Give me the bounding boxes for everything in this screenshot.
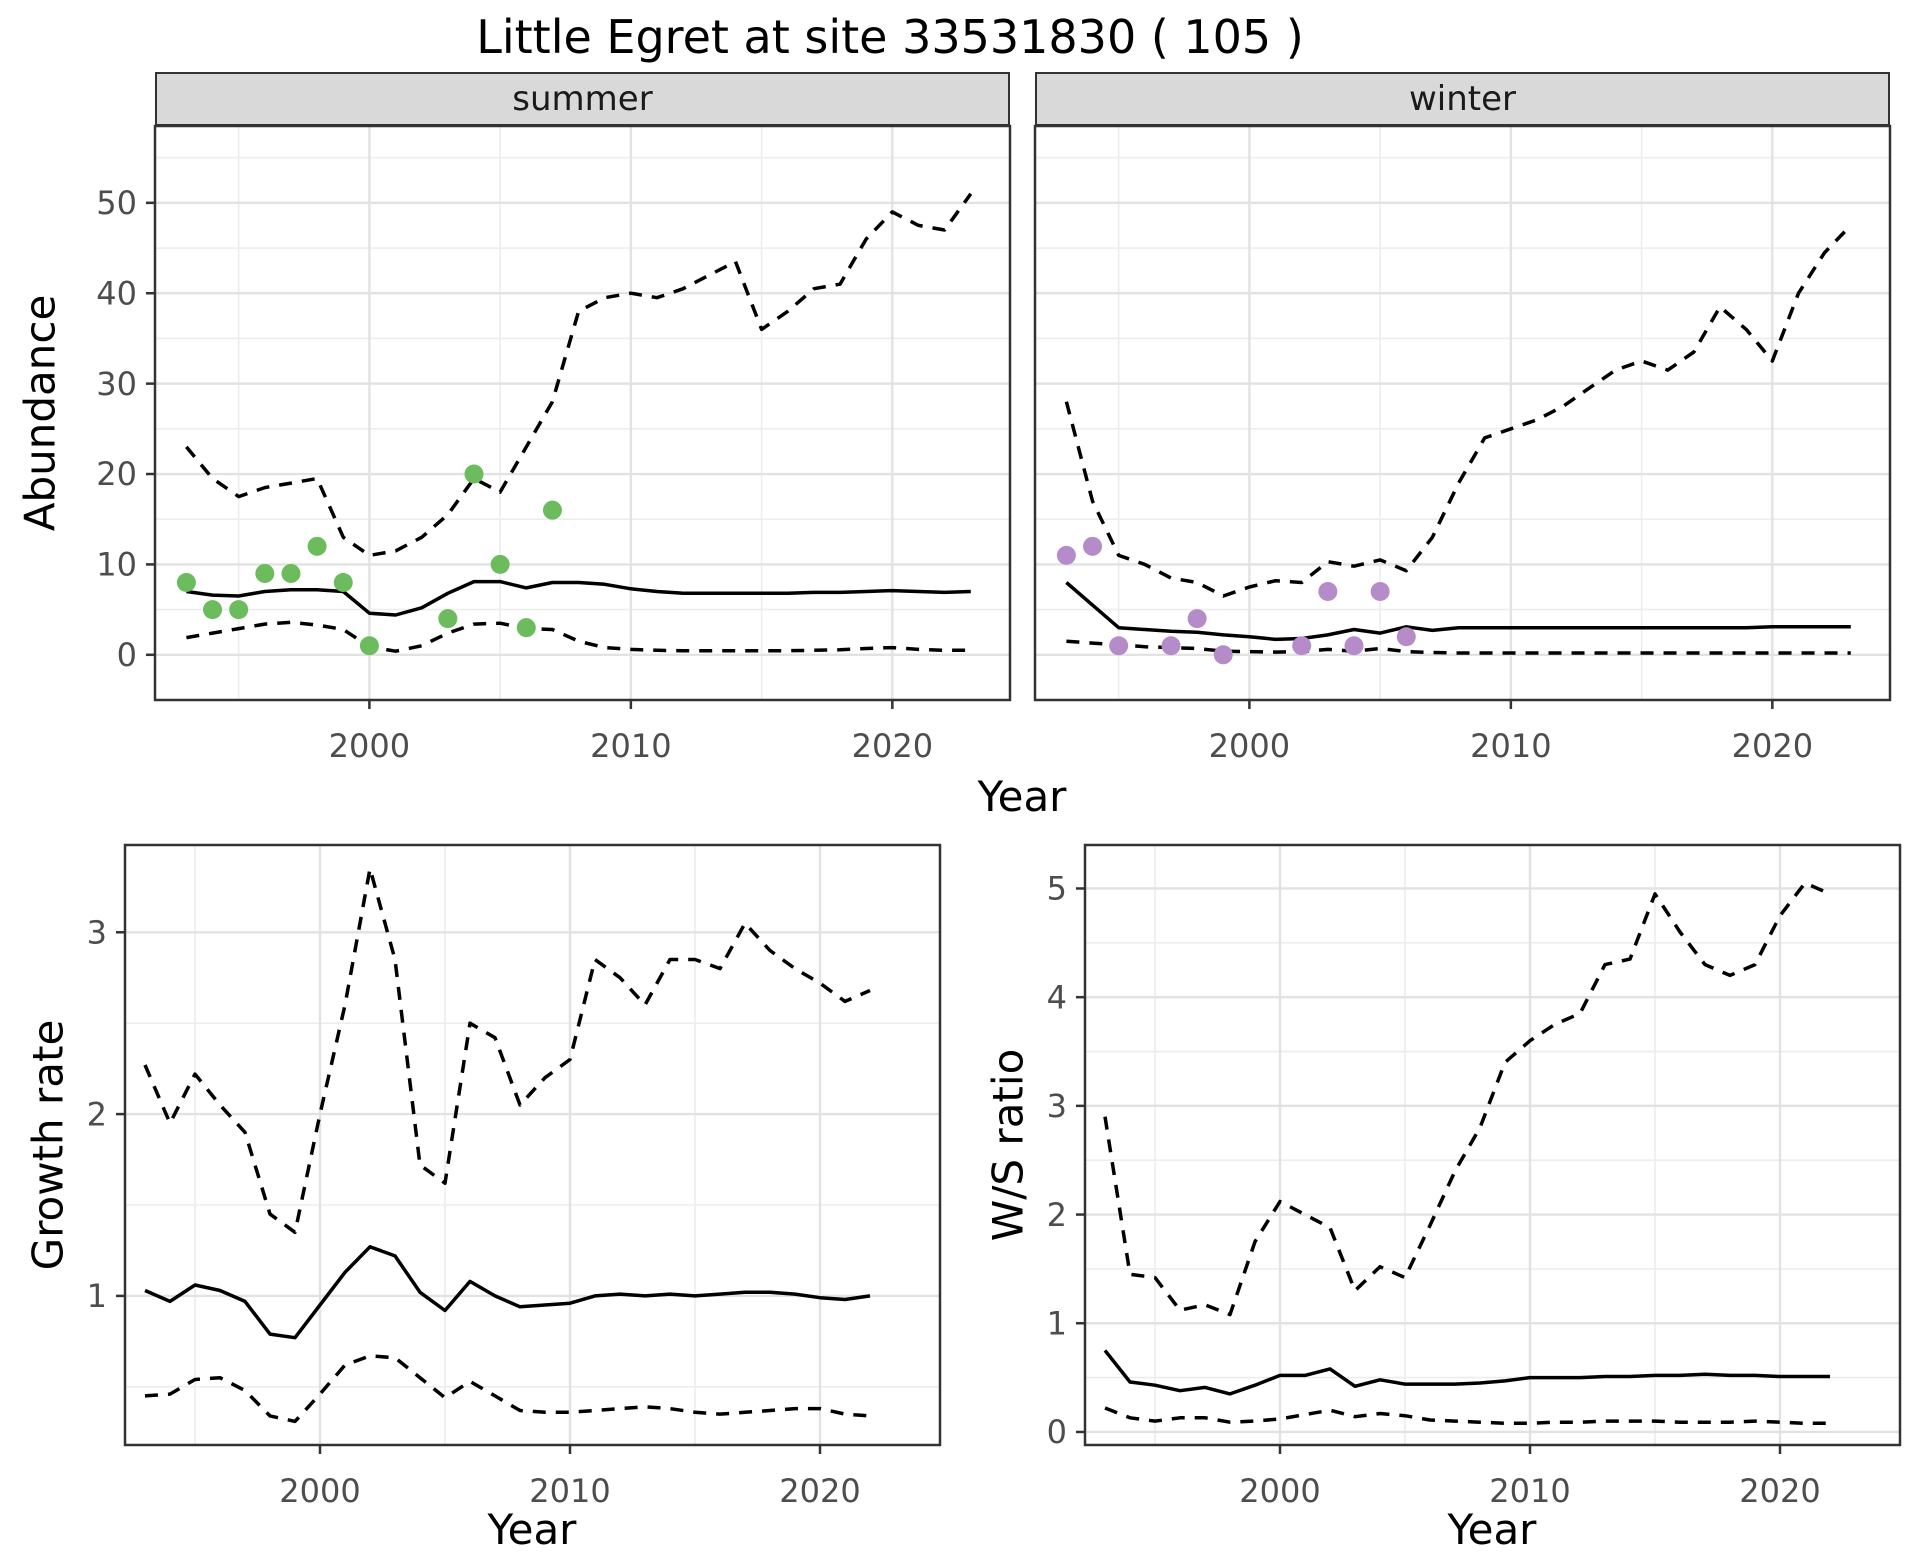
observed-point bbox=[1056, 545, 1076, 565]
x-axis-label-year-top: Year bbox=[977, 772, 1067, 821]
panel-abundance-winter: 2000 2010 2020 bbox=[1033, 124, 1892, 765]
x-axis-label-year-ws: Year bbox=[1447, 1505, 1537, 1554]
facet-strip-winter-label: winter bbox=[1408, 79, 1517, 119]
fit-line bbox=[186, 579, 971, 617]
y-tick-label: 40 bbox=[96, 274, 137, 312]
y-axis-label-ws-ratio: W/S ratio bbox=[983, 1048, 1033, 1242]
facet-strip-winter: winter bbox=[1035, 72, 1890, 126]
lower_ci-line bbox=[144, 1354, 871, 1424]
panel-border bbox=[123, 843, 942, 1447]
panel-border bbox=[1033, 124, 1892, 702]
observed-point bbox=[307, 536, 327, 556]
observed-point bbox=[176, 572, 196, 592]
panel-ws-ratio: 0 1 2 3 4 5 2000 2010 2020 bbox=[1047, 843, 1902, 1510]
x-tick-label: 2000 bbox=[279, 1472, 360, 1510]
observed-point bbox=[1161, 636, 1181, 656]
y-tick-label: 0 bbox=[1047, 1413, 1067, 1451]
observed-point bbox=[464, 464, 484, 484]
x-tick-label: 2010 bbox=[1470, 727, 1551, 765]
fit-line bbox=[1103, 1349, 1830, 1396]
y-tick-label: 2 bbox=[87, 1095, 107, 1133]
panel-growth-rate: 1 2 3 2000 2010 2020 bbox=[87, 843, 942, 1510]
facet-strip-summer: summer bbox=[155, 72, 1010, 126]
observed-point bbox=[1292, 636, 1312, 656]
y-tick-label: 0 bbox=[117, 636, 137, 674]
upper_ci-line bbox=[185, 192, 973, 558]
x-tick-label: 2020 bbox=[852, 727, 933, 765]
panel-background bbox=[1085, 845, 1900, 1445]
x-tick-label: 2020 bbox=[1732, 727, 1813, 765]
observed-point bbox=[255, 563, 275, 583]
lower_ci-line bbox=[1066, 639, 1851, 655]
x-tick-label: 2000 bbox=[329, 727, 410, 765]
panel-abundance-summer: 0 10 20 30 40 50 2000 2010 2020 bbox=[96, 124, 1012, 765]
observed-point bbox=[542, 500, 562, 520]
y-axis-label-abundance: Abundance bbox=[15, 294, 65, 532]
plot-title: Little Egret at site 33531830 ( 105 ) bbox=[476, 10, 1304, 64]
y-tick-label: 5 bbox=[1047, 870, 1067, 908]
lower_ci-line bbox=[1104, 1406, 1830, 1426]
observed-point bbox=[203, 600, 223, 620]
observed-point bbox=[229, 600, 249, 620]
lower_ci-line bbox=[186, 620, 971, 653]
observed-point bbox=[1083, 536, 1103, 556]
y-tick-label: 3 bbox=[1047, 1087, 1067, 1125]
panel-background bbox=[1035, 126, 1890, 700]
observed-point bbox=[1213, 645, 1233, 665]
facet-strip-summer-label: summer bbox=[512, 79, 653, 119]
observed-point bbox=[1187, 609, 1207, 629]
x-tick-label: 2010 bbox=[590, 727, 671, 765]
observed-point bbox=[1318, 582, 1338, 602]
x-tick-label: 2020 bbox=[1739, 1472, 1820, 1510]
y-tick-label: 20 bbox=[96, 455, 137, 493]
observed-point bbox=[438, 609, 458, 629]
observed-point bbox=[490, 554, 510, 574]
x-tick-label: 2020 bbox=[779, 1472, 860, 1510]
panel-background bbox=[155, 126, 1010, 700]
y-tick-label: 1 bbox=[1047, 1304, 1067, 1342]
observed-point bbox=[1109, 636, 1129, 656]
observed-point bbox=[1396, 627, 1416, 647]
panel-border bbox=[153, 124, 1012, 702]
y-tick-label: 50 bbox=[96, 184, 137, 222]
y-tick-label: 30 bbox=[96, 365, 137, 403]
observed-point bbox=[1344, 636, 1364, 656]
observed-point bbox=[516, 618, 536, 638]
fit-line bbox=[144, 1245, 871, 1340]
x-tick-label: 2000 bbox=[1239, 1472, 1320, 1510]
upper_ci-line bbox=[143, 866, 871, 1235]
observed-point bbox=[281, 563, 301, 583]
panel-border bbox=[1083, 843, 1902, 1447]
x-tick-label: 2010 bbox=[1489, 1472, 1570, 1510]
observed-point bbox=[359, 636, 379, 656]
x-tick-label: 2010 bbox=[529, 1472, 610, 1510]
y-tick-label: 4 bbox=[1047, 978, 1067, 1016]
y-tick-label: 1 bbox=[87, 1277, 107, 1315]
x-tick-label: 2000 bbox=[1209, 727, 1290, 765]
y-tick-label: 10 bbox=[96, 546, 137, 584]
upper_ci-line bbox=[1103, 881, 1831, 1317]
observed-point bbox=[333, 572, 353, 592]
observed-point bbox=[1370, 582, 1390, 602]
y-tick-label: 3 bbox=[87, 913, 107, 951]
fit-line bbox=[1065, 581, 1851, 642]
x-axis-label-year-growth: Year bbox=[487, 1505, 577, 1554]
y-tick-label: 2 bbox=[1047, 1196, 1067, 1234]
y-axis-label-growth-rate: Growth rate bbox=[23, 1019, 73, 1271]
panel-background bbox=[125, 845, 940, 1445]
